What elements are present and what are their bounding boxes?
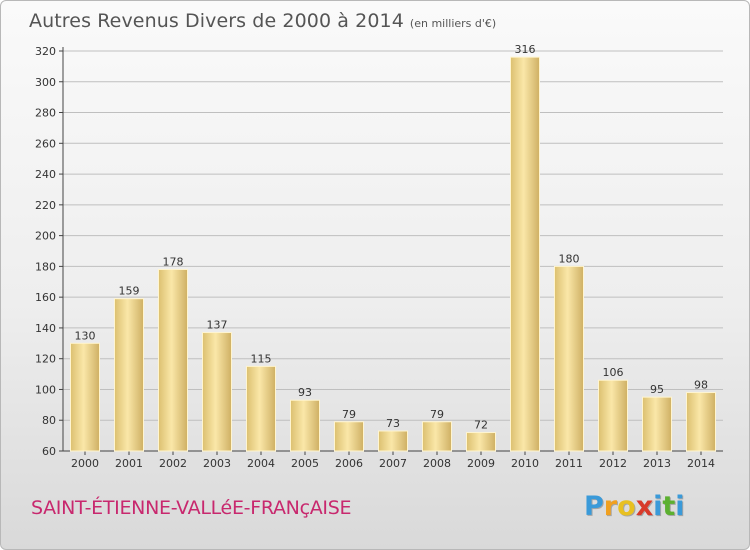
y-tick-label: 320 (35, 45, 56, 58)
x-tick-label: 2001 (115, 457, 143, 470)
data-label: 316 (515, 43, 536, 56)
data-label: 72 (474, 419, 488, 432)
data-label: 106 (603, 366, 624, 379)
y-tick-label: 240 (35, 168, 56, 181)
bar (510, 56, 540, 452)
commune-name: SAINT-ÉTIENNE-VALLéE-FRANçAISE (31, 497, 352, 519)
logo-letter: i (653, 491, 663, 522)
chart-subtitle: (en milliers d'€) (409, 17, 497, 30)
x-tick-label: 2011 (555, 457, 583, 470)
proxiti-logo: Proxiti (584, 491, 685, 522)
logo-letter: o (617, 491, 636, 522)
x-tick-label: 2000 (71, 457, 99, 470)
logo-letter: x (635, 491, 654, 522)
y-tick-label: 160 (35, 291, 56, 304)
x-tick-label: 2004 (247, 457, 275, 470)
bar (422, 421, 452, 452)
bar (70, 342, 100, 452)
x-tick-label: 2009 (467, 457, 495, 470)
logo-letter: t (662, 491, 676, 522)
data-label: 95 (650, 383, 664, 396)
x-tick-label: 2006 (335, 457, 363, 470)
data-label: 98 (694, 379, 708, 392)
x-tick-label: 2014 (687, 457, 715, 470)
y-tick-label: 300 (35, 76, 56, 89)
y-tick-label: 260 (35, 137, 56, 150)
bar (290, 399, 320, 452)
data-label: 137 (207, 319, 228, 332)
bar (246, 365, 276, 452)
y-tick-label: 180 (35, 260, 56, 273)
logo-letter: i (675, 491, 685, 522)
y-tick-label: 80 (42, 414, 56, 427)
data-label: 73 (386, 417, 400, 430)
bar (686, 392, 716, 452)
chart-title-block: Autres Revenus Divers de 2000 à 2014 (en … (29, 10, 496, 32)
bars (70, 56, 716, 452)
y-tick-label: 140 (35, 322, 56, 335)
x-tick-label: 2008 (423, 457, 451, 470)
y-tick-label: 220 (35, 199, 56, 212)
logo-letter: r (603, 491, 618, 522)
logo-letter: P (584, 491, 604, 522)
labels: 60 80 100 120 140 160 180 200 220 240 260 280 300 320… (35, 43, 715, 470)
x-tick-label: 2010 (511, 457, 539, 470)
bar (642, 396, 672, 452)
x-tick-label: 2003 (203, 457, 231, 470)
bar (466, 432, 496, 452)
data-label: 180 (559, 252, 580, 265)
bar (202, 332, 232, 452)
bar (378, 430, 408, 452)
bar (554, 265, 584, 452)
data-label: 130 (75, 329, 96, 342)
y-tick-label: 120 (35, 353, 56, 366)
bar (114, 298, 144, 452)
chart-title: Autres Revenus Divers de 2000 à 2014 (29, 10, 404, 32)
bar (158, 268, 188, 452)
data-label: 79 (430, 408, 444, 421)
x-tick-label: 2005 (291, 457, 319, 470)
y-tick-label: 60 (42, 445, 56, 458)
bar (598, 379, 628, 452)
y-tick-label: 100 (35, 383, 56, 396)
data-label: 159 (119, 285, 140, 298)
x-tick-label: 2013 (643, 457, 671, 470)
x-tick-label: 2012 (599, 457, 627, 470)
data-label: 79 (342, 408, 356, 421)
data-label: 93 (298, 386, 312, 399)
data-label: 178 (163, 255, 184, 268)
x-tick-label: 2002 (159, 457, 187, 470)
x-tick-label: 2007 (379, 457, 407, 470)
bar (334, 421, 364, 452)
y-tick-label: 280 (35, 107, 56, 120)
y-tick-label: 200 (35, 230, 56, 243)
data-label: 115 (251, 352, 272, 365)
